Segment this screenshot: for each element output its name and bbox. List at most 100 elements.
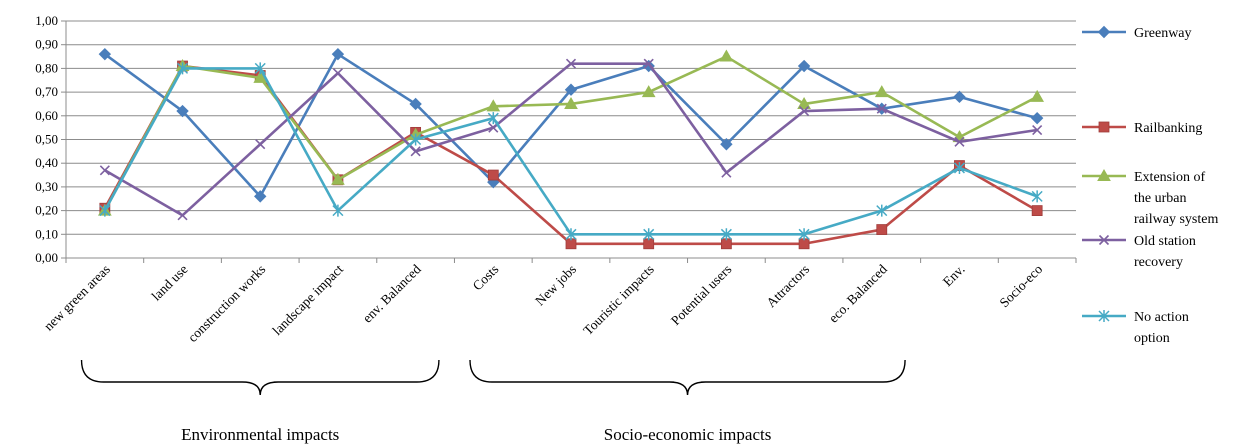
x-tick-label: new green areas (41, 262, 113, 334)
legend-label: option (1134, 331, 1170, 346)
x-marker (177, 210, 188, 221)
legend-label: Greenway (1134, 26, 1192, 41)
diamond-marker (720, 138, 733, 151)
series-old-station-recovery (99, 58, 1043, 221)
star-marker (565, 228, 577, 241)
diamond-marker (409, 97, 422, 111)
x-tick-label: land use (148, 262, 190, 304)
x-tick-label: eco. Balanced (826, 261, 890, 325)
x-tick-label: Attractors (763, 262, 812, 311)
triangle-marker (1097, 168, 1111, 181)
legend-label: Old station (1134, 234, 1196, 249)
y-tick-label: 0,60 (35, 108, 58, 123)
triangle-marker (564, 96, 578, 109)
star-marker (720, 228, 732, 241)
x-marker (876, 103, 887, 114)
group-brace (80, 359, 440, 396)
y-tick-label: 0,70 (35, 84, 58, 99)
x-tick-label: Potential users (668, 262, 735, 329)
star-marker (332, 204, 344, 217)
y-tick-label: 0,80 (35, 60, 58, 75)
star-marker (953, 161, 965, 174)
legend-item: Old station recovery (1082, 234, 1196, 270)
y-axis-ticks: 0,00 0,10 0,20 0,30 0,40 0,50 0,60 0,70 0,80 0,90… (35, 13, 66, 265)
x-tick-label: construction works (185, 262, 269, 346)
star-marker (254, 62, 266, 75)
legend: Greenway Railbanking Extension of the urban… (1082, 25, 1218, 346)
x-marker (99, 165, 110, 176)
x-marker (643, 58, 654, 69)
category-groups: Environmental impacts Socio-economic impa… (80, 359, 906, 444)
star-marker (876, 204, 888, 217)
x-tick-label: landscape impact (269, 261, 346, 338)
legend-label: the urban (1134, 191, 1186, 206)
star-marker (643, 228, 655, 241)
diamond-marker (98, 47, 112, 61)
star-marker (99, 204, 111, 217)
series-layer (97, 47, 1045, 250)
diamond-marker (254, 190, 267, 203)
x-marker (332, 68, 343, 79)
triangle-marker (874, 85, 889, 98)
star-marker (410, 133, 422, 146)
triangle-marker (253, 70, 268, 83)
triangle-marker (797, 96, 811, 109)
series-greenway (98, 47, 1044, 203)
y-tick-label: 0,50 (35, 132, 58, 147)
square-marker (876, 224, 888, 235)
star-marker (1031, 190, 1043, 203)
x-tick-label: New jobs (532, 262, 579, 309)
y-tick-label: 0,30 (35, 179, 58, 194)
diamond-marker (953, 90, 966, 104)
x-tick-label: env. Balanced (360, 261, 424, 325)
star-marker (798, 228, 810, 241)
diamond-marker (564, 83, 578, 96)
y-tick-label: 1,00 (35, 13, 58, 28)
x-marker (1032, 124, 1043, 136)
diamond-marker (1030, 111, 1044, 125)
x-marker (565, 58, 577, 69)
group-label: Socio-economic impacts (604, 425, 772, 444)
legend-label: Railbanking (1134, 121, 1202, 136)
star-marker (177, 62, 189, 75)
series-no-action-option (99, 62, 1043, 241)
legend-label: Extension of (1134, 170, 1205, 185)
x-marker (721, 167, 732, 178)
group-brace (469, 359, 906, 396)
y-tick-label: 0,20 (35, 203, 58, 218)
x-marker (255, 139, 266, 150)
x-tick-label: Touristic impacts (580, 262, 656, 338)
triangle-marker (641, 85, 656, 98)
x-marker (410, 146, 421, 157)
y-tick-label: 0,10 (35, 226, 58, 241)
square-marker (1098, 121, 1110, 133)
legend-label: railway system (1134, 212, 1218, 227)
diamond-marker (1097, 25, 1111, 39)
star-marker (487, 112, 499, 125)
y-tick-label: 0,00 (35, 250, 58, 265)
x-tick-label: Env. (940, 262, 968, 290)
legend-label: recovery (1134, 255, 1183, 270)
legend-label: No action (1134, 310, 1189, 325)
diamond-marker (331, 47, 345, 61)
diamond-marker (797, 59, 811, 73)
triangle-marker (486, 99, 501, 112)
triangle-marker (719, 49, 734, 62)
square-marker (1031, 205, 1043, 217)
x-tick-label: Costs (470, 262, 502, 294)
diamond-marker (176, 104, 189, 118)
y-tick-label: 0,90 (35, 37, 58, 52)
gridlines (66, 20, 1076, 235)
triangle-marker (1030, 89, 1045, 102)
triangle-marker (331, 172, 345, 185)
x-marker (1098, 234, 1110, 246)
series-line (103, 55, 1038, 212)
x-marker (799, 105, 810, 117)
star-marker (1098, 310, 1110, 322)
x-marker (954, 136, 965, 147)
legend-item: Greenway (1082, 25, 1192, 41)
x-tick-label: Socio-eco (996, 261, 1045, 310)
legend-item: Extension of the urban railway system (1082, 168, 1218, 227)
